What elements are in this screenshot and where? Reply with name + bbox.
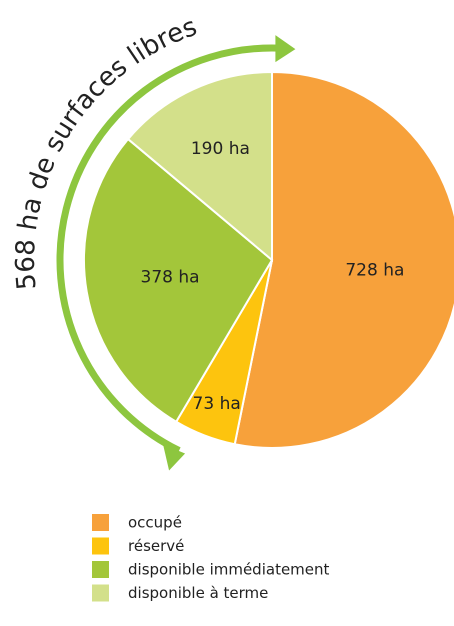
legend-swatch <box>92 537 109 555</box>
legend-label: occupé <box>128 514 182 532</box>
legend-swatch <box>92 584 109 602</box>
slice-label: 73 ha <box>193 394 241 414</box>
legend: occupé réservé disponible immédiatement dis… <box>92 514 330 602</box>
arrow <box>56 35 296 471</box>
slice-label: 190 ha <box>191 139 250 159</box>
slice-label: 728 ha <box>345 260 404 280</box>
legend-swatch <box>92 561 109 578</box>
arrow-head <box>275 35 296 63</box>
arrow-head <box>163 444 186 471</box>
slice <box>233 70 454 449</box>
legend-label: réservé <box>128 537 184 555</box>
slice-label: 378 ha <box>141 267 200 287</box>
legend-swatch <box>92 514 109 531</box>
slice <box>126 70 273 263</box>
legend-label: disponible immédiatement <box>128 561 330 579</box>
arrow-arc <box>56 44 280 454</box>
slice <box>83 137 274 424</box>
pie: 728 ha 73 ha 378 ha 190 ha <box>83 70 454 449</box>
legend-label: disponible à terme <box>128 584 268 602</box>
